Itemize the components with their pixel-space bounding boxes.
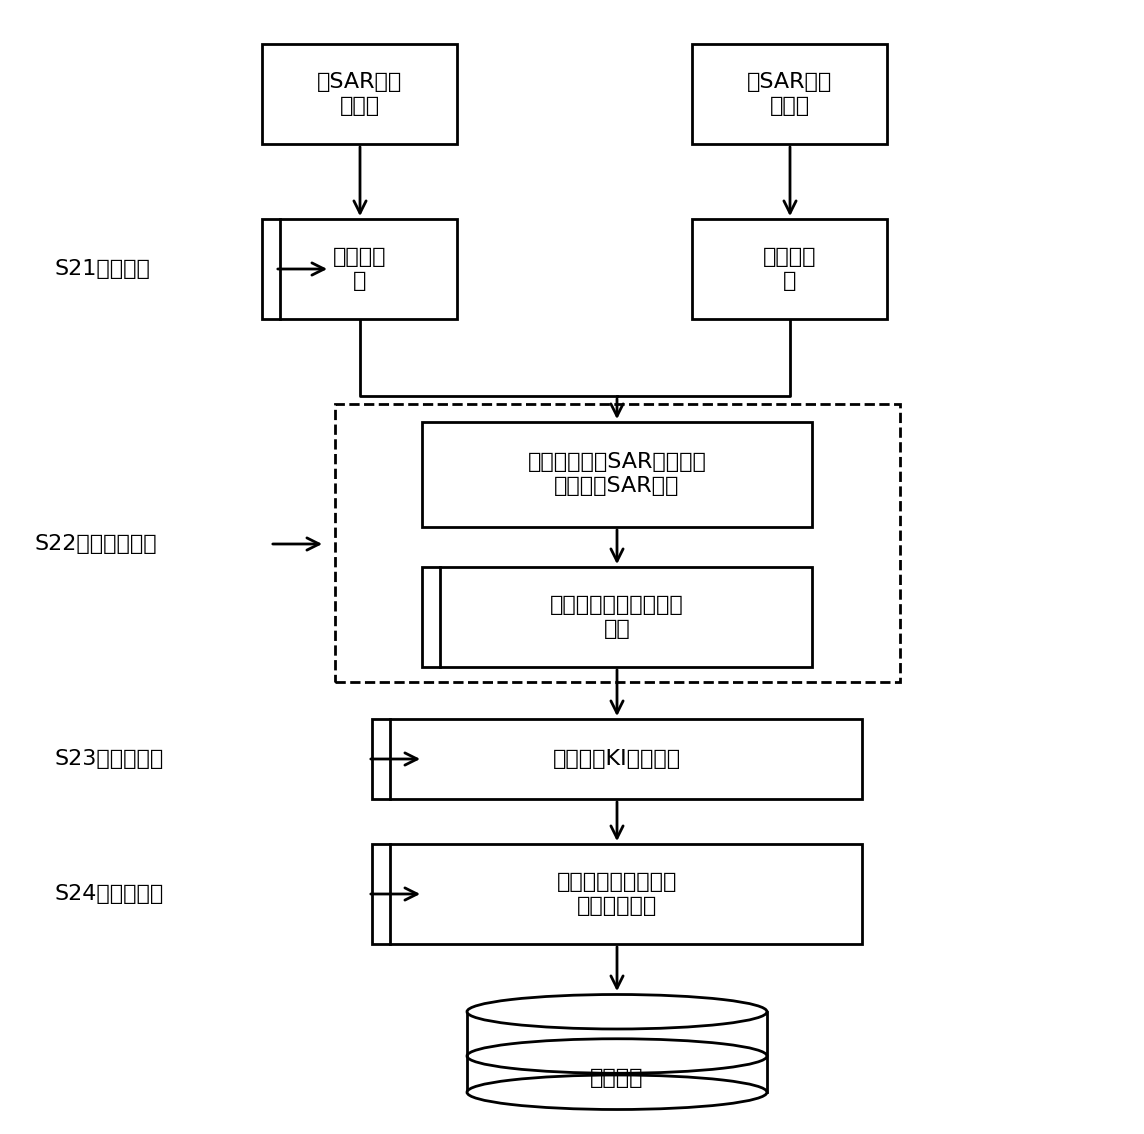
Bar: [372, 719, 861, 799]
Bar: [692, 44, 888, 144]
Text: 将二值化掩膜与原图
进行图像融合: 将二值化掩膜与原图 进行图像融合: [557, 872, 677, 915]
Bar: [422, 567, 812, 667]
Text: 自适应的KI阈值分割: 自适应的KI阈值分割: [553, 748, 681, 769]
Text: 主SAR图像
的数据: 主SAR图像 的数据: [317, 73, 403, 116]
Bar: [422, 422, 812, 526]
Text: S23：阈值分割: S23：阈值分割: [55, 748, 165, 769]
Text: 辅SAR图像
的数据: 辅SAR图像 的数据: [747, 73, 833, 116]
Text: S22：差异图提取: S22：差异图提取: [35, 534, 158, 555]
Bar: [467, 1012, 766, 1092]
Bar: [372, 844, 861, 943]
Bar: [262, 219, 458, 319]
Bar: [335, 404, 900, 682]
Text: S21：预处理: S21：预处理: [55, 259, 151, 279]
Ellipse shape: [467, 995, 766, 1029]
Bar: [262, 44, 458, 144]
Text: 处理输出: 处理输出: [590, 1068, 644, 1088]
Ellipse shape: [467, 1075, 766, 1109]
Text: 辅图像配
准: 辅图像配 准: [763, 247, 817, 290]
Text: S24：图像融合: S24：图像融合: [55, 885, 165, 904]
Text: 基于相似性度量提取差
异图: 基于相似性度量提取差 异图: [550, 595, 684, 638]
Text: 利用多视极化SAR乘性模型
拟合极化SAR图像: 利用多视极化SAR乘性模型 拟合极化SAR图像: [527, 452, 707, 496]
Text: 主图像配
准: 主图像配 准: [333, 247, 387, 290]
Bar: [692, 219, 888, 319]
